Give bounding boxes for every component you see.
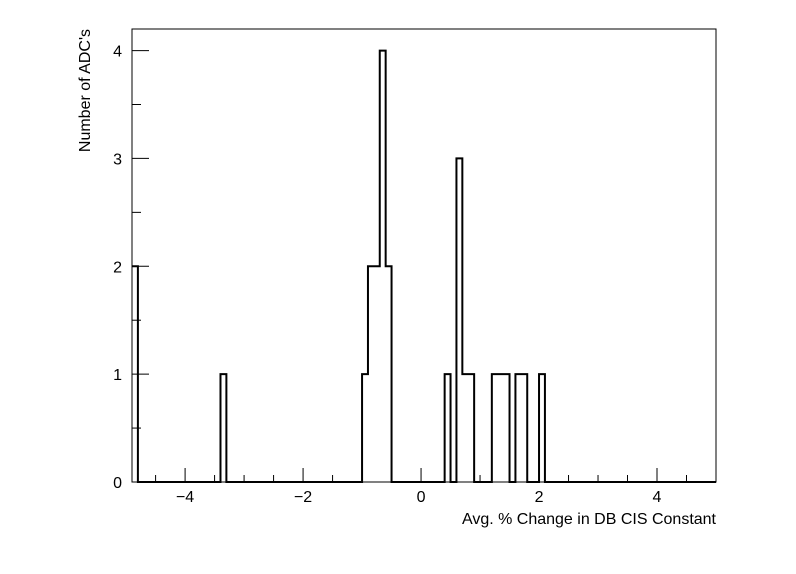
histogram-bin [498, 374, 504, 482]
x-tick-label: 2 [535, 489, 544, 506]
y-axis-label: Number of ADC's [77, 29, 94, 152]
y-axis: 0 1 2 3 4 [113, 44, 149, 492]
x-axis-label: Avg. % Change in DB CIS Constant [462, 511, 717, 528]
y-tick-label: 2 [113, 259, 122, 276]
x-tick-label: 4 [653, 489, 662, 506]
y-tick-label: 1 [113, 367, 122, 384]
x-tick-label: −2 [294, 489, 312, 506]
histogram-outline [132, 49, 716, 483]
histogram-bins [132, 51, 545, 482]
x-tick-label: 0 [417, 489, 426, 506]
y-tick-label: 3 [113, 151, 122, 168]
y-tick-label: 0 [113, 475, 122, 492]
x-axis: −4 −2 0 2 4 [155, 468, 717, 506]
x-tick-label: −4 [176, 489, 194, 506]
histogram-bin [462, 374, 468, 482]
y-tick-label: 4 [113, 44, 122, 61]
histogram-bin [374, 266, 380, 482]
